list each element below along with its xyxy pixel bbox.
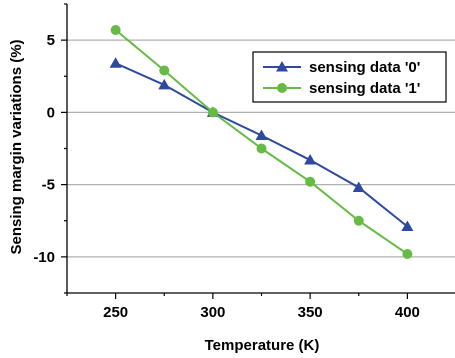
legend-swatch-marker <box>277 83 287 93</box>
data-point <box>402 248 413 259</box>
data-point <box>352 181 365 193</box>
y-axis-label: Sensing margin variations (%) <box>8 39 25 254</box>
legend: sensing data '0' sensing data '1' <box>252 51 447 103</box>
x-tick-label: 300 <box>200 304 225 321</box>
legend-swatch-marker <box>276 61 288 72</box>
data-point <box>304 154 317 165</box>
data-point <box>353 215 364 226</box>
data-point <box>110 25 121 36</box>
data-point <box>158 78 171 90</box>
y-tick-label: -10 <box>33 249 55 266</box>
y-tick-labels: 5 0 -5 -10 <box>33 32 55 266</box>
y-tick-label: -5 <box>42 177 55 194</box>
x-tick-labels: 250 300 350 400 <box>103 304 420 321</box>
axes <box>61 3 455 299</box>
x-tick-label: 250 <box>103 304 128 321</box>
grid-lines <box>67 39 455 258</box>
legend-entry-label: sensing data '0' <box>309 59 420 76</box>
series-group <box>109 25 414 259</box>
y-tick-label: 0 <box>47 104 55 121</box>
series-1 <box>110 25 413 259</box>
x-axis-label: Temperature (K) <box>205 337 320 354</box>
data-point <box>109 57 122 68</box>
legend-box <box>252 51 447 103</box>
y-tick-label: 5 <box>47 32 55 49</box>
data-point <box>305 176 316 187</box>
data-point <box>256 143 267 154</box>
data-point <box>159 65 170 76</box>
data-point <box>401 220 414 232</box>
data-point <box>255 129 268 140</box>
legend-entry-label: sensing data '1' <box>309 80 420 97</box>
x-tick-label: 350 <box>298 304 323 321</box>
x-tick-label: 400 <box>395 304 420 321</box>
data-point <box>207 107 218 118</box>
